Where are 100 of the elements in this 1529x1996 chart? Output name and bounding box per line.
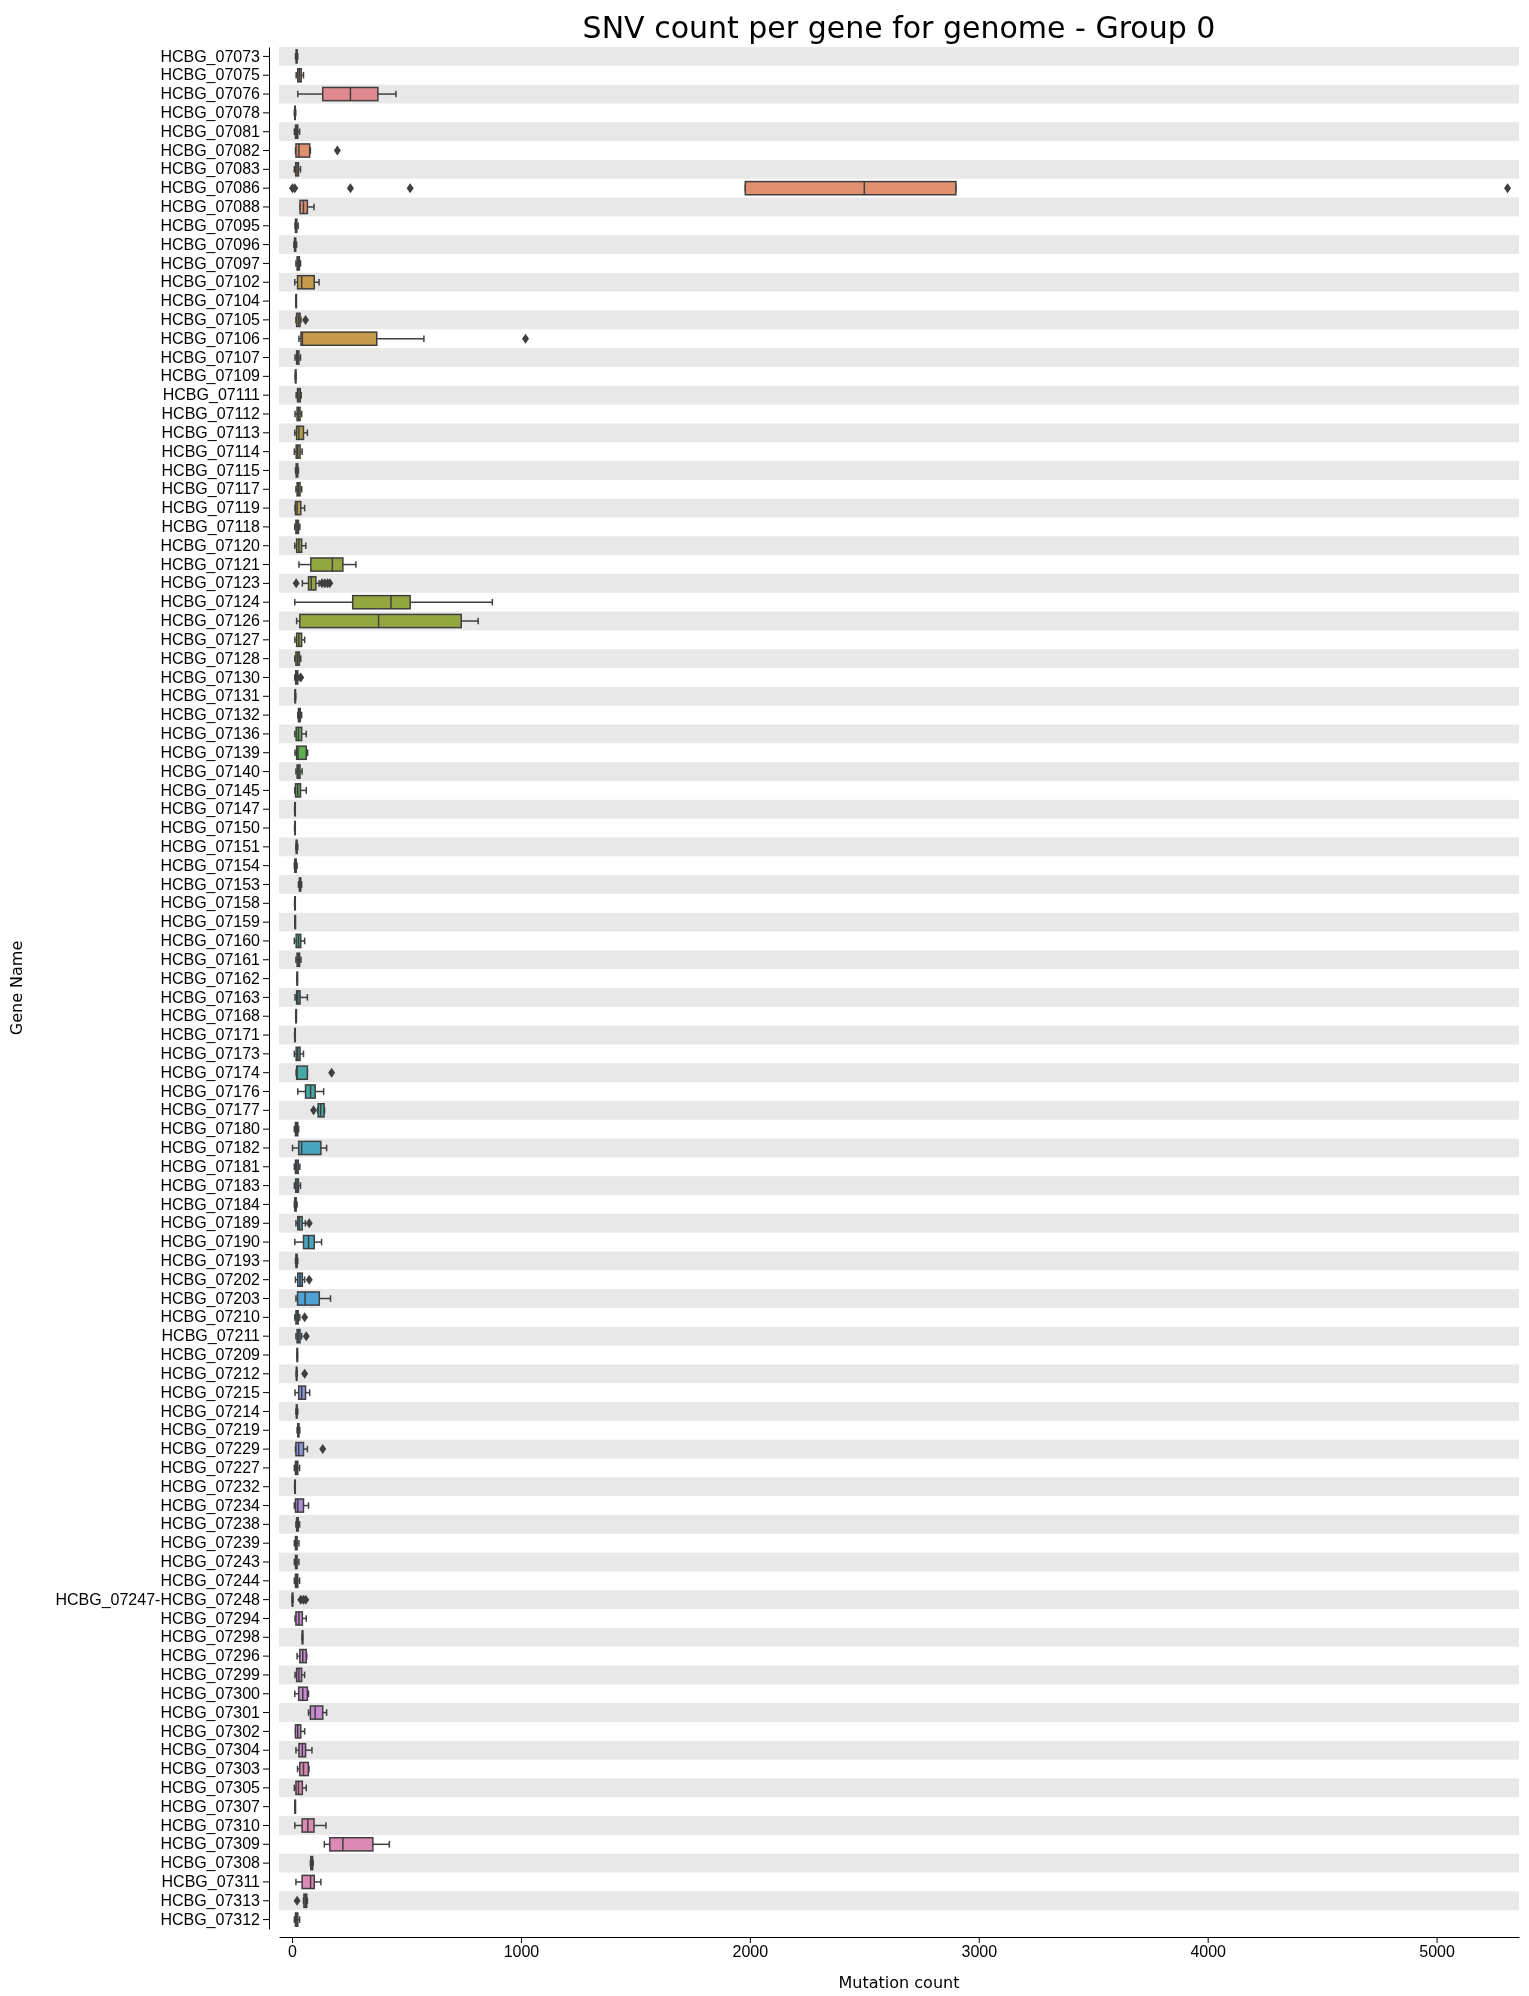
y-tick-label: HCBG_07310 <box>160 1816 261 1835</box>
y-tick-label: HCBG_07082 <box>160 141 261 160</box>
y-tick-label: HCBG_07111 <box>162 386 261 405</box>
y-tick-label: HCBG_07303 <box>160 1760 261 1779</box>
y-tick-label: HCBG_07214 <box>160 1402 261 1421</box>
x-tick-label: 0 <box>288 1943 298 1961</box>
y-tick-label: HCBG_07151 <box>160 837 261 856</box>
y-tick-label: HCBG_07113 <box>161 423 261 442</box>
y-tick-label: HCBG_07309 <box>160 1835 261 1854</box>
y-tick-label: HCBG_07073 <box>160 47 261 66</box>
y-tick-label: HCBG_07302 <box>160 1722 261 1741</box>
y-tick-label: HCBG_07083 <box>160 160 261 179</box>
y-tick-label: HCBG_07244 <box>160 1571 261 1590</box>
y-tick-label: HCBG_07128 <box>160 649 261 668</box>
x-tick-label: 5000 <box>1419 1943 1455 1961</box>
x-tick-label: 1000 <box>503 1943 540 1961</box>
y-tick-label: HCBG_07097 <box>160 254 261 273</box>
y-tick-label: HCBG_07112 <box>161 405 261 424</box>
y-tick-label: HCBG_07124 <box>160 593 261 612</box>
y-tick-label: HCBG_07136 <box>160 725 261 744</box>
y-tick-label: HCBG_07232 <box>160 1477 261 1496</box>
y-tick-label: HCBG_07239 <box>160 1534 261 1553</box>
y-tick-label: HCBG_07140 <box>160 762 261 781</box>
y-tick-label: HCBG_07127 <box>160 630 261 649</box>
y-tick-label: HCBG_07120 <box>160 536 261 555</box>
y-tick-label: HCBG_07307 <box>160 1797 261 1816</box>
y-tick-label: HCBG_07193 <box>160 1252 261 1271</box>
y-tick-label: HCBG_07189 <box>160 1214 261 1233</box>
y-tick-label: HCBG_07159 <box>160 913 261 932</box>
y-tick-label: HCBG_07180 <box>160 1120 261 1139</box>
y-tick-label: HCBG_07298 <box>160 1628 261 1647</box>
x-tick-label: 4000 <box>1190 1943 1227 1961</box>
y-tick-label: HCBG_07158 <box>160 894 261 913</box>
y-tick-label: HCBG_07296 <box>160 1647 261 1666</box>
y-tick-label: HCBG_07132 <box>160 706 261 725</box>
y-tick-label: HCBG_07308 <box>160 1854 261 1873</box>
y-tick-label: HCBG_07247-HCBG_07248 <box>55 1590 261 1609</box>
y-tick-label: HCBG_07183 <box>160 1176 261 1195</box>
x-tick-label: 3000 <box>961 1943 998 1961</box>
y-tick-label: HCBG_07107 <box>160 348 261 367</box>
y-tick-label: HCBG_07168 <box>160 1007 261 1026</box>
y-tick-label: HCBG_07150 <box>160 819 261 838</box>
y-tick-label: HCBG_07294 <box>160 1609 261 1628</box>
x-tick-label: 2000 <box>732 1943 769 1961</box>
y-tick-label: HCBG_07190 <box>160 1233 261 1252</box>
y-tick-label: HCBG_07312 <box>160 1910 261 1929</box>
y-tick-label: HCBG_07121 <box>160 555 261 574</box>
y-tick-label: HCBG_07174 <box>160 1063 261 1082</box>
y-tick-label: HCBG_07153 <box>160 875 261 894</box>
y-tick-label: HCBG_07163 <box>160 988 261 1007</box>
y-tick-label: HCBG_07115 <box>161 461 261 480</box>
y-tick-label: HCBG_07182 <box>160 1139 261 1158</box>
y-tick-label: HCBG_07227 <box>160 1459 261 1478</box>
y-tick-label: HCBG_07209 <box>160 1346 261 1365</box>
y-tick-label: HCBG_07229 <box>160 1440 261 1459</box>
y-tick-label: HCBG_07104 <box>160 292 261 311</box>
y-tick-label: HCBG_07162 <box>160 969 261 988</box>
y-tick-label: HCBG_07076 <box>160 85 261 104</box>
y-tick-label: HCBG_07119 <box>161 499 261 518</box>
y-tick-label: HCBG_07313 <box>160 1891 261 1910</box>
y-tick-label: HCBG_07078 <box>160 103 261 122</box>
y-tick-label: HCBG_07212 <box>160 1364 261 1383</box>
y-tick-label: HCBG_07173 <box>160 1044 261 1063</box>
y-tick-label: HCBG_07311 <box>161 1873 261 1892</box>
y-tick-label: HCBG_07300 <box>160 1684 261 1703</box>
y-tick-label: HCBG_07160 <box>160 932 261 951</box>
y-tick-label: HCBG_07161 <box>160 950 261 969</box>
y-tick-label: HCBG_07215 <box>160 1383 261 1402</box>
y-tick-label: HCBG_07130 <box>160 668 261 687</box>
y-tick-label: HCBG_07105 <box>160 311 261 330</box>
y-tick-label: HCBG_07154 <box>160 856 261 875</box>
y-tick-label: HCBG_07238 <box>160 1515 261 1534</box>
y-tick-label: HCBG_07177 <box>160 1101 261 1120</box>
y-tick-label: HCBG_07109 <box>160 367 261 386</box>
y-tick-label: HCBG_07131 <box>160 687 261 706</box>
y-tick-label: HCBG_07210 <box>160 1308 261 1327</box>
x-axis-title: Mutation count <box>838 1973 960 1992</box>
y-tick-label: HCBG_07202 <box>160 1270 261 1289</box>
y-tick-label: HCBG_07102 <box>160 273 261 292</box>
y-tick-label: HCBG_07243 <box>160 1553 261 1572</box>
y-tick-label: HCBG_07118 <box>161 518 261 537</box>
y-tick-label: HCBG_07299 <box>160 1666 261 1685</box>
y-tick-label: HCBG_07123 <box>160 574 261 593</box>
y-tick-label: HCBG_07211 <box>161 1327 261 1346</box>
y-tick-label: HCBG_07181 <box>160 1157 261 1176</box>
y-tick-label: HCBG_07301 <box>160 1703 261 1722</box>
y-tick-label: HCBG_07106 <box>160 329 261 348</box>
y-tick-label: HCBG_07147 <box>160 800 261 819</box>
y-tick-label: HCBG_07088 <box>160 198 261 217</box>
y-axis-title: Gene Name <box>7 940 26 1036</box>
y-tick-label: HCBG_07086 <box>160 179 261 198</box>
y-tick-label: HCBG_07081 <box>160 122 261 141</box>
y-tick-label: HCBG_07117 <box>161 480 261 499</box>
chart-title: SNV count per gene for genome - Group 0 <box>582 10 1216 45</box>
y-tick-label: HCBG_07096 <box>160 235 261 254</box>
y-tick-label: HCBG_07171 <box>160 1026 261 1045</box>
y-tick-label: HCBG_07075 <box>160 66 261 85</box>
y-tick-label: HCBG_07145 <box>160 781 261 800</box>
y-tick-label: HCBG_07095 <box>160 216 261 235</box>
y-tick-label: HCBG_07139 <box>160 743 261 762</box>
